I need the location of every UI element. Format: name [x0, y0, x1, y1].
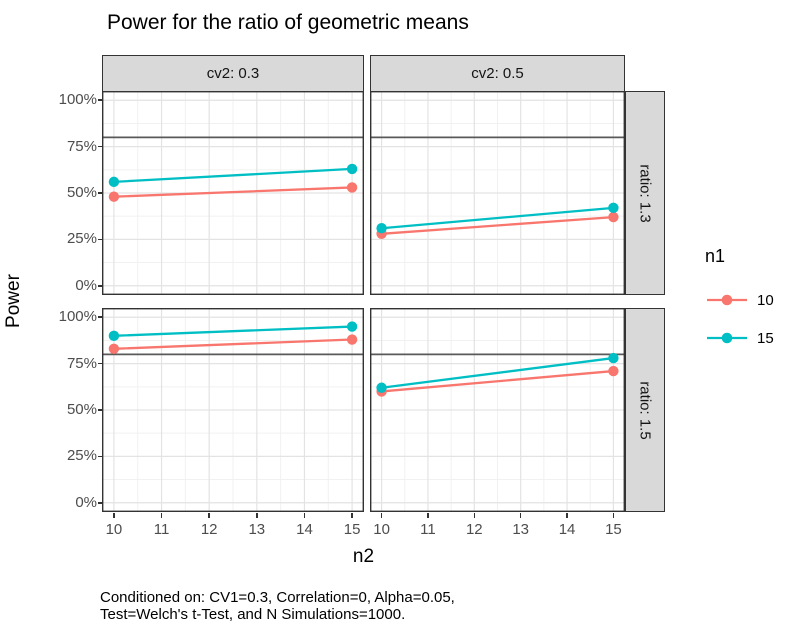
y-tick-label: 100%	[58, 308, 97, 326]
x-tick-label: 12	[465, 521, 483, 538]
chart-title: Power for the ratio of geometric means	[107, 11, 469, 34]
panel-border	[102, 308, 364, 512]
data-point-n1-15-n2-10	[108, 330, 120, 342]
y-tick-label: 75%	[66, 354, 97, 372]
data-point-n1-10-n2-10	[108, 343, 120, 354]
x-tick-mark	[566, 512, 568, 518]
facet-panel-20.5-1.5	[370, 308, 625, 512]
data-point-n1-10-n2-15	[608, 365, 619, 377]
x-tick-mark	[473, 512, 476, 518]
data-point-n1-15-n2-15	[346, 163, 358, 175]
y-tick-label: 50%	[66, 401, 97, 418]
x-tick-label: 10	[373, 521, 390, 538]
y-tick-mark	[97, 238, 102, 241]
facet-strip-ratio-1.5: ratio: 1.5	[625, 308, 665, 512]
y-tick-label: 25%	[66, 447, 97, 465]
facet-strip-label: ratio: 1.5	[636, 380, 654, 440]
x-tick-mark	[519, 512, 522, 518]
y-tick-mark	[97, 316, 102, 319]
x-tick-mark	[427, 512, 429, 518]
data-point-n1-10-n2-15	[346, 182, 358, 193]
facet-panel-20.3-1.3	[102, 91, 364, 295]
x-tick-mark	[612, 512, 615, 518]
panel-border	[370, 91, 625, 295]
legend-item-n1-10: 10	[706, 289, 774, 311]
series-line-n1-10	[380, 215, 615, 235]
facet-strip-cv2-0.5: cv2: 0.5	[370, 55, 625, 92]
x-tick-label: 14	[558, 521, 576, 538]
y-tick-label: 100%	[58, 91, 97, 109]
data-point-n1-15-n2-10	[376, 382, 387, 393]
y-tick-mark	[97, 501, 102, 504]
data-point-n1-10-n2-15	[608, 211, 619, 223]
y-tick-label: 25%	[66, 230, 97, 248]
series-line-n1-10	[112, 338, 354, 350]
x-tick-mark	[256, 512, 258, 518]
data-point-n1-15-n2-10	[108, 176, 120, 188]
facet-strip-label: cv2: 0.3	[206, 65, 260, 82]
x-tick-label: 15	[343, 521, 361, 538]
x-axis-title: n2	[352, 546, 375, 567]
legend-key-line-dot-icon	[707, 332, 747, 344]
x-tick-label: 10	[105, 521, 123, 538]
y-tick-mark	[97, 362, 102, 365]
facet-strip-ratio-1.3: ratio: 1.3	[625, 91, 665, 295]
y-tick-label: 75%	[66, 137, 97, 155]
facet-strip-label: cv2: 0.5	[471, 65, 524, 82]
facet-panel-20.3-1.5	[102, 308, 364, 512]
facet-strip-cv2-0.3: cv2: 0.3	[102, 55, 364, 92]
caption-line-1: Conditioned on: CV1=0.3, Correlation=0, …	[100, 589, 455, 606]
x-tick-mark	[113, 512, 115, 518]
legend-label: 10	[757, 291, 774, 309]
x-tick-label: 12	[200, 521, 218, 538]
y-tick-label: 50%	[66, 184, 97, 201]
legend-label: 15	[757, 329, 774, 347]
x-tick-label: 11	[420, 521, 436, 538]
x-tick-label: 13	[512, 521, 530, 538]
caption-line-2: Test=Welch's t-Test, and N Simulations=1…	[100, 606, 406, 623]
series-line-n1-15	[112, 325, 354, 337]
legend-title: n1	[705, 246, 726, 266]
data-point-n1-10-n2-15	[346, 334, 358, 345]
data-point-n1-15-n2-15	[346, 321, 358, 332]
x-tick-mark	[208, 512, 210, 518]
x-tick-mark	[160, 512, 163, 518]
y-tick-mark	[97, 99, 102, 102]
y-tick-label: 0%	[75, 493, 97, 511]
x-tick-label: 15	[605, 521, 622, 538]
y-tick-mark	[97, 409, 102, 411]
legend-key-line-dot-icon	[707, 294, 747, 306]
legend-item-n1-15: 15	[706, 327, 774, 349]
series-line-n1-15	[380, 206, 615, 230]
data-point-n1-10-n2-10	[108, 191, 120, 202]
y-tick-mark	[97, 455, 102, 458]
data-point-n1-15-n2-15	[608, 202, 619, 214]
x-tick-mark	[303, 512, 306, 518]
y-tick-mark	[97, 284, 102, 287]
data-point-n1-15-n2-15	[608, 352, 619, 364]
panel-border	[370, 308, 625, 512]
y-tick-mark	[97, 145, 102, 148]
facet-panel-20.5-1.3	[370, 91, 625, 295]
y-axis-title: Power	[3, 274, 24, 328]
panel-border	[102, 91, 364, 295]
x-tick-label: 14	[296, 521, 313, 538]
y-tick-label: 0%	[75, 276, 97, 294]
y-tick-mark	[97, 192, 102, 194]
series-line-n1-10	[112, 186, 354, 198]
x-tick-mark	[351, 512, 353, 518]
facet-strip-label: ratio: 1.3	[636, 163, 654, 223]
series-line-n1-15	[112, 167, 354, 184]
data-point-n1-15-n2-10	[376, 223, 387, 234]
series-line-n1-10	[380, 369, 615, 393]
x-tick-label: 13	[248, 521, 266, 538]
x-tick-mark	[380, 512, 383, 518]
series-line-n1-15	[380, 356, 615, 389]
x-tick-label: 11	[153, 521, 170, 538]
